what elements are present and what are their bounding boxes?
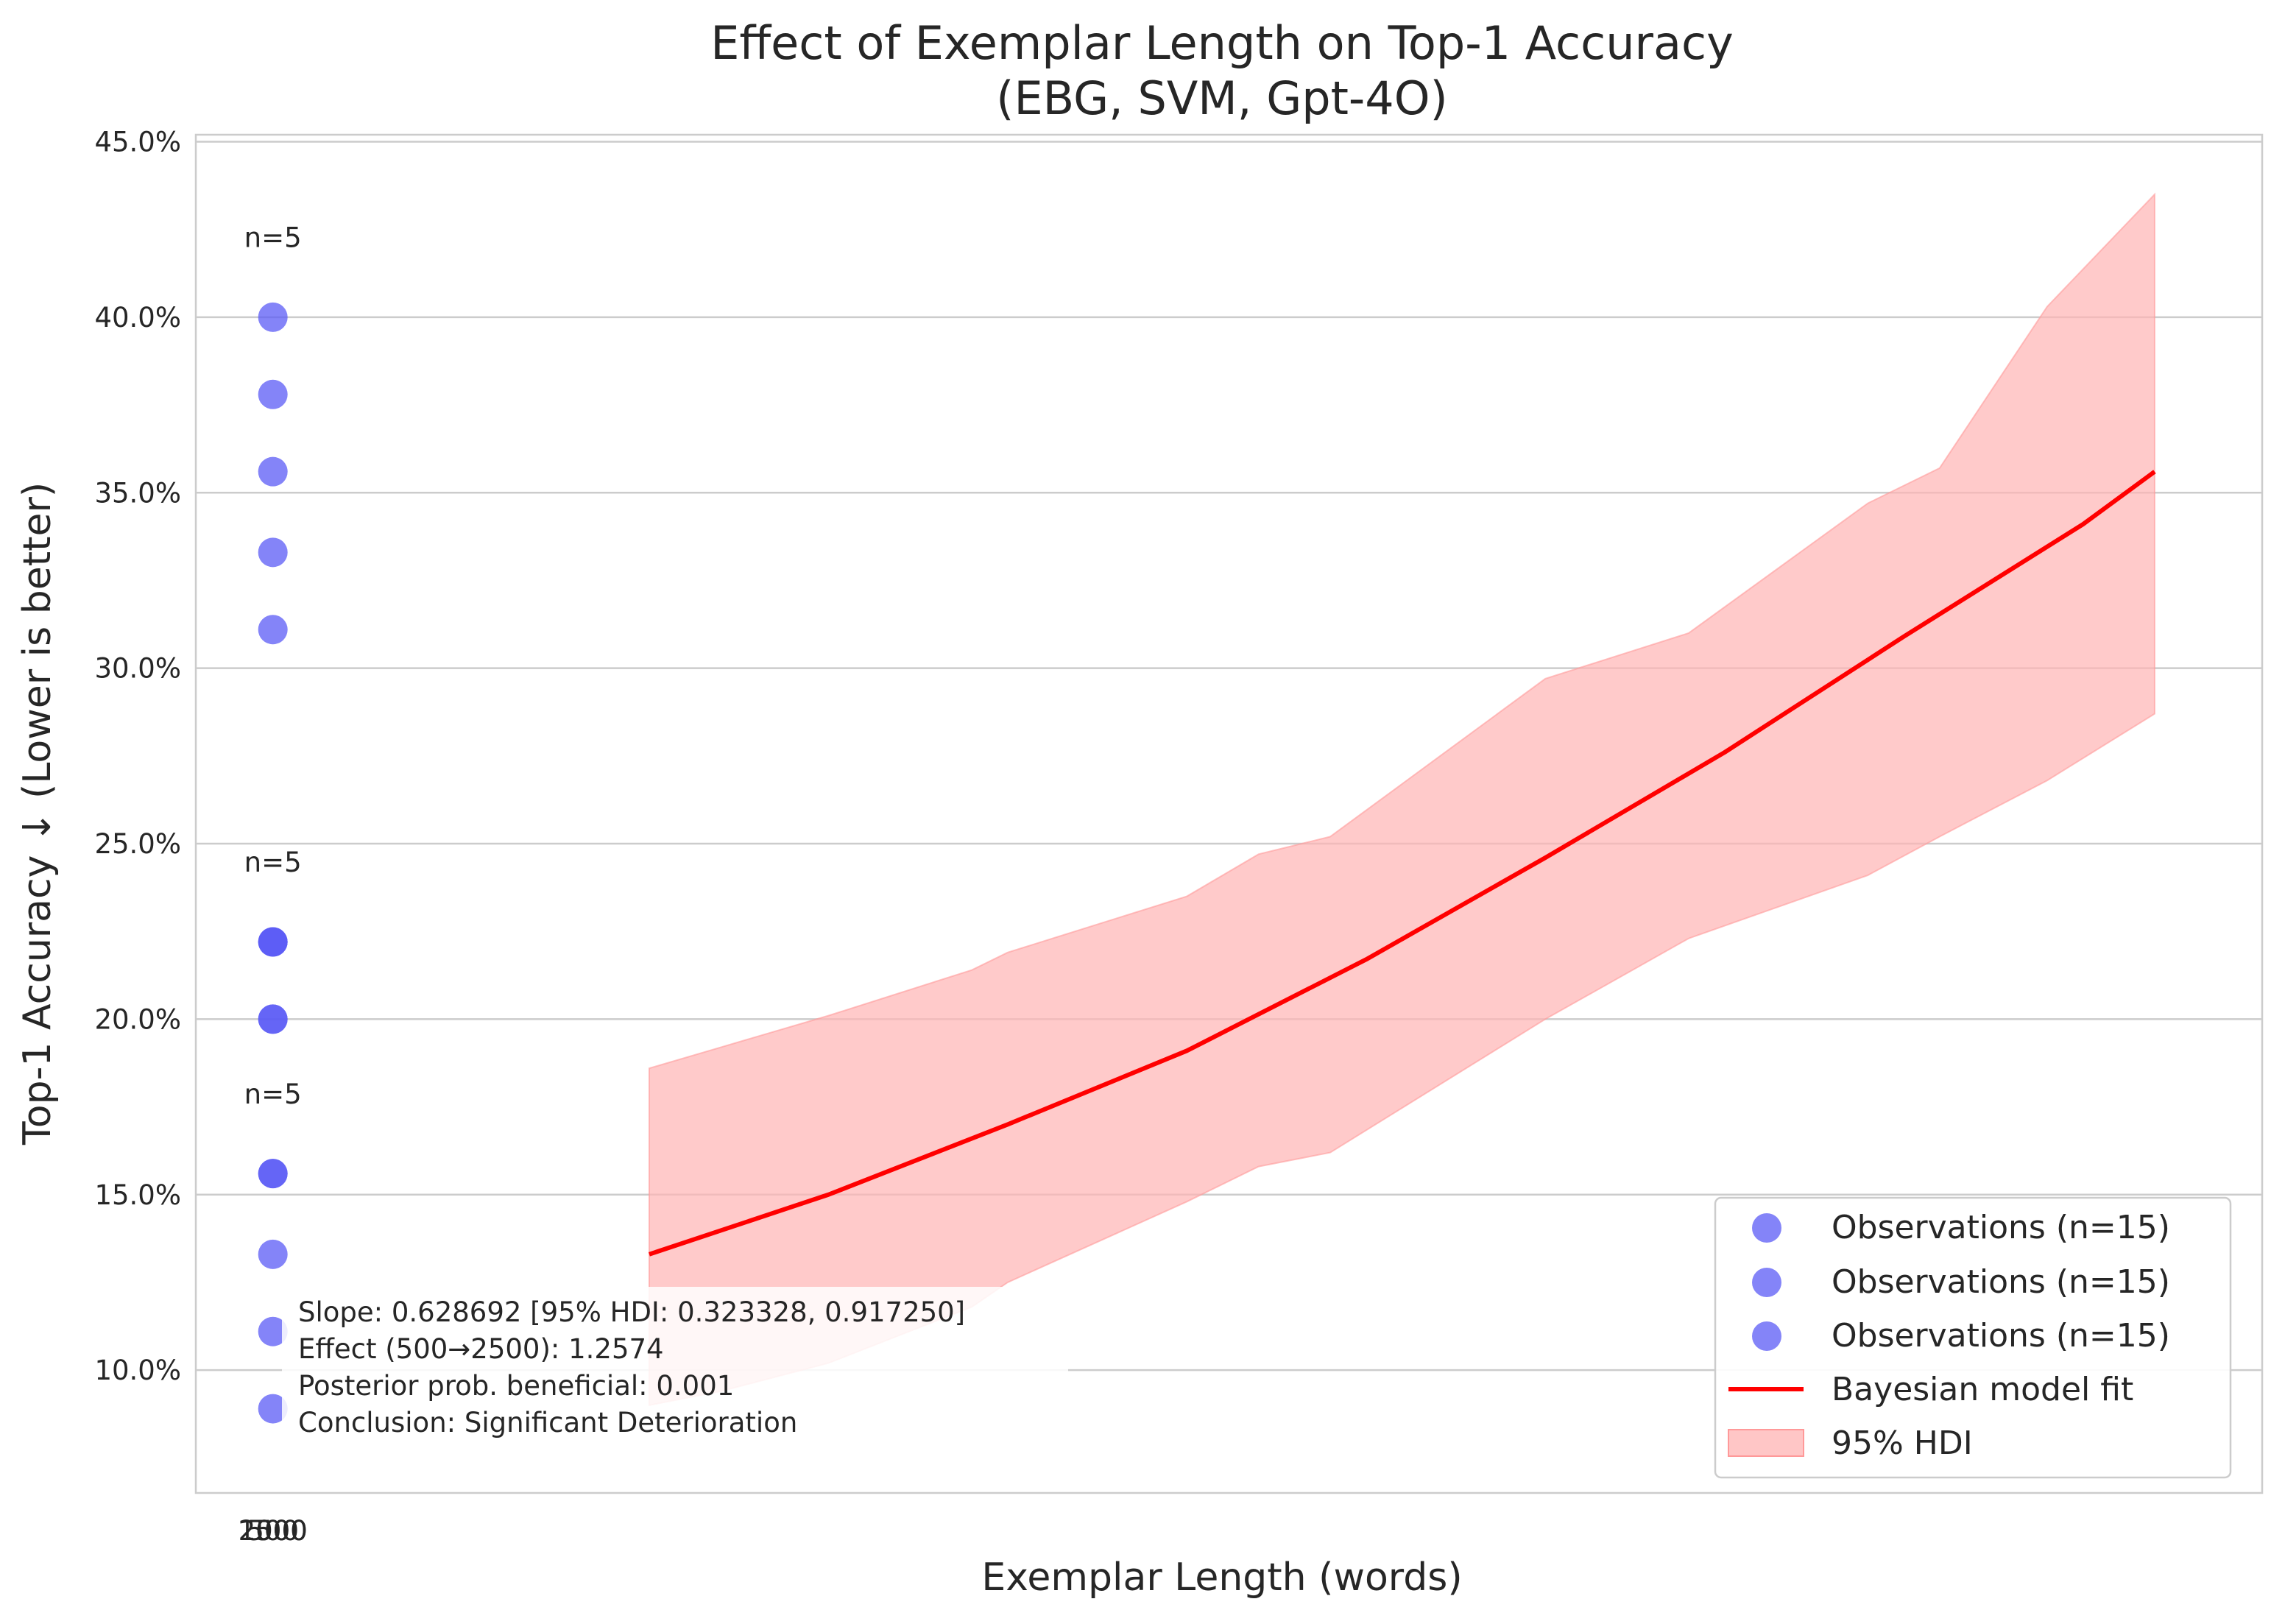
observation-point-3	[258, 302, 288, 332]
legend-patch-hdi	[1728, 1429, 1804, 1457]
observation-point-1	[258, 1159, 288, 1189]
legend-marker-observations-3	[1752, 1321, 1781, 1351]
count-annotation: n=5	[244, 1078, 302, 1110]
legend-label-observations-1: Observations (n=15)	[1832, 1209, 2170, 1246]
y-tick-label: 45.0%	[94, 127, 181, 158]
plot-frame	[194, 133, 2264, 1494]
observation-point-1	[258, 1239, 288, 1269]
observation-point-3	[258, 615, 288, 645]
chart-subtitle: (EBG, SVM, Gpt-4O)	[996, 71, 1447, 125]
y-tick-label: 30.0%	[94, 653, 181, 685]
observation-point-3	[258, 537, 288, 568]
legend-frame	[1714, 1196, 2232, 1479]
x-tick-label: 2500	[239, 1515, 308, 1547]
y-tick-labels: 10.0% 15.0% 20.0% 25.0% 30.0% 35.0% 40.0% 45.0%	[94, 127, 181, 1387]
fit-line-layer	[648, 470, 2156, 1257]
legend-marker-observations-1	[1752, 1213, 1781, 1243]
x-tick-label: 500	[247, 1515, 299, 1547]
legend-label-observations-3: Observations (n=15)	[1832, 1317, 2170, 1355]
observation-point-1	[258, 1394, 288, 1424]
y-tick-label: 10.0%	[94, 1355, 181, 1386]
count-annotation: n=5	[244, 847, 302, 878]
count-annotations: n=5 n=5 n=5	[244, 222, 302, 1110]
x-tick-label: 1000	[239, 1515, 308, 1547]
stats-posterior: Posterior prob. beneficial: 0.001	[298, 1370, 734, 1402]
observation-point-3	[258, 456, 288, 487]
stats-slope: Slope: 0.628692 [95% HDI: 0.323328, 0.91…	[298, 1296, 965, 1328]
observation-point-2	[258, 1004, 288, 1034]
y-tick-label: 20.0%	[94, 1003, 181, 1035]
stats-effect: Effect (500→2500): 1.2574	[298, 1333, 664, 1365]
y-tick-label: 15.0%	[94, 1179, 181, 1211]
observation-point-2	[258, 927, 288, 957]
legend-label-fit: Bayesian model fit	[1832, 1371, 2133, 1408]
observation-point-3	[258, 379, 288, 409]
y-tick-label: 25.0%	[94, 828, 181, 860]
legend-marker-observations-2	[1752, 1268, 1781, 1297]
y-axis-label: Top-1 Accuracy ↓ (Lower is better)	[15, 482, 60, 1145]
observation-point-1	[258, 1316, 288, 1346]
observation-points	[258, 302, 288, 1424]
legend: Observations (n=15) Observations (n=15) …	[1714, 1196, 2232, 1479]
y-tick-label: 35.0%	[94, 477, 181, 509]
legend-label-observations-2: Observations (n=15)	[1832, 1263, 2170, 1301]
stats-box: Slope: 0.628692 [95% HDI: 0.323328, 0.91…	[282, 1287, 1068, 1438]
stats-conclusion: Conclusion: Significant Deterioration	[298, 1407, 797, 1438]
stats-box-background	[282, 1287, 1068, 1434]
chart-title: Effect of Exemplar Length on Top-1 Accur…	[710, 16, 1734, 70]
y-tick-label: 40.0%	[94, 302, 181, 333]
x-axis-label: Exemplar Length (words)	[981, 1556, 1462, 1600]
fit-line	[648, 470, 2156, 1257]
legend-label-hdi: 95% HDI	[1832, 1424, 1973, 1462]
count-annotation: n=5	[244, 222, 302, 254]
